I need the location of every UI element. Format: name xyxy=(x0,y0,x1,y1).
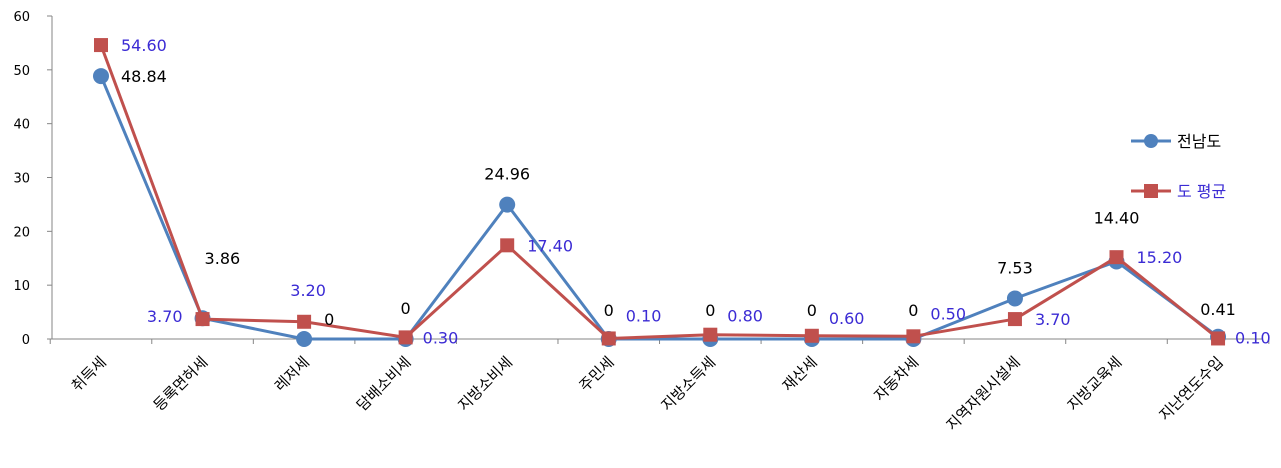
y-tick-label: 10 xyxy=(13,279,30,294)
data-point-marker xyxy=(499,196,516,213)
data-point-marker xyxy=(906,329,921,344)
data-label: 7.53 xyxy=(997,258,1033,277)
x-category-label: 지역자원시설세 xyxy=(943,353,1024,434)
x-category-label: 레저세 xyxy=(271,353,313,395)
legend-label: 도 평균 xyxy=(1177,182,1226,201)
data-label: 0 xyxy=(324,310,334,329)
x-category-label: 취득세 xyxy=(68,353,110,395)
data-label: 0.50 xyxy=(930,304,966,323)
data-point-marker xyxy=(500,238,515,253)
data-point-marker xyxy=(398,330,413,345)
x-category-label: 지방소득세 xyxy=(658,353,720,415)
data-label: 3.20 xyxy=(290,281,326,300)
y-tick-label: 0 xyxy=(22,333,30,348)
data-label: 0.80 xyxy=(727,307,763,326)
x-category-label: 주민세 xyxy=(576,353,618,395)
data-point-marker xyxy=(703,327,718,342)
x-category-label: 등록면허세 xyxy=(150,353,212,415)
data-point-marker xyxy=(1006,290,1023,307)
data-point-marker xyxy=(297,314,312,329)
data-point-marker xyxy=(93,68,109,85)
data-point-marker xyxy=(804,328,819,343)
chart-data-labels: 48.84 3.86 0 0 24.96 0 0 0 0 7.53 14.40 0.41 54.60 3.… xyxy=(121,36,1271,347)
data-point-marker xyxy=(296,331,313,347)
data-label: 54.60 xyxy=(121,36,167,55)
data-label: 15.20 xyxy=(1137,248,1183,267)
y-tick-label: 30 xyxy=(13,172,30,187)
series-line-2 xyxy=(99,44,1219,340)
data-label: 0 xyxy=(908,301,918,320)
x-category-label: 지방교육세 xyxy=(1064,353,1126,415)
y-tick-label: 20 xyxy=(13,225,30,240)
series-line-1 xyxy=(99,75,1219,341)
data-label: 0 xyxy=(604,301,614,320)
data-label: 17.40 xyxy=(527,236,573,255)
legend-label: 전남도 xyxy=(1177,132,1221,151)
x-category-label: 자동차세 xyxy=(870,353,922,405)
data-point-marker xyxy=(94,38,108,53)
data-label: 0.30 xyxy=(423,328,459,347)
data-label: 3.70 xyxy=(1035,310,1071,329)
x-category-label: 담배소비세 xyxy=(353,353,415,415)
chart-series-lines xyxy=(93,38,1227,347)
y-tick-label: 50 xyxy=(13,64,30,79)
data-label: 0.10 xyxy=(626,306,662,325)
data-label: 0.41 xyxy=(1200,300,1236,319)
data-label: 48.84 xyxy=(121,67,167,86)
data-point-marker xyxy=(1109,250,1124,265)
y-tick-label: 40 xyxy=(13,118,30,133)
x-category-label: 지난연도수입 xyxy=(1156,353,1227,424)
y-tick-label: 60 xyxy=(13,10,30,25)
x-category-label: 재산세 xyxy=(779,353,821,395)
data-label: 0 xyxy=(807,301,817,320)
data-point-marker xyxy=(1007,312,1022,327)
data-label: 14.40 xyxy=(1094,208,1140,227)
legend-marker xyxy=(1144,184,1158,198)
data-label: 3.86 xyxy=(205,249,241,268)
data-label: 3.70 xyxy=(147,307,183,326)
data-point-marker xyxy=(195,312,210,327)
data-label: 0 xyxy=(705,301,715,320)
legend-marker xyxy=(1144,134,1158,148)
data-label: 0 xyxy=(401,299,411,318)
data-label: 0.10 xyxy=(1235,328,1271,347)
data-point-marker xyxy=(601,331,616,346)
data-label: 0.60 xyxy=(829,309,865,328)
data-label: 24.96 xyxy=(484,165,530,184)
chart-axes: 0 10 20 30 40 50 60 취득세 등록면허세 레저세 담배소비세 지방소비세 주민세 지방소… xyxy=(13,10,1270,434)
x-category-label: 지방소비세 xyxy=(454,353,516,415)
data-point-marker xyxy=(1211,331,1226,346)
